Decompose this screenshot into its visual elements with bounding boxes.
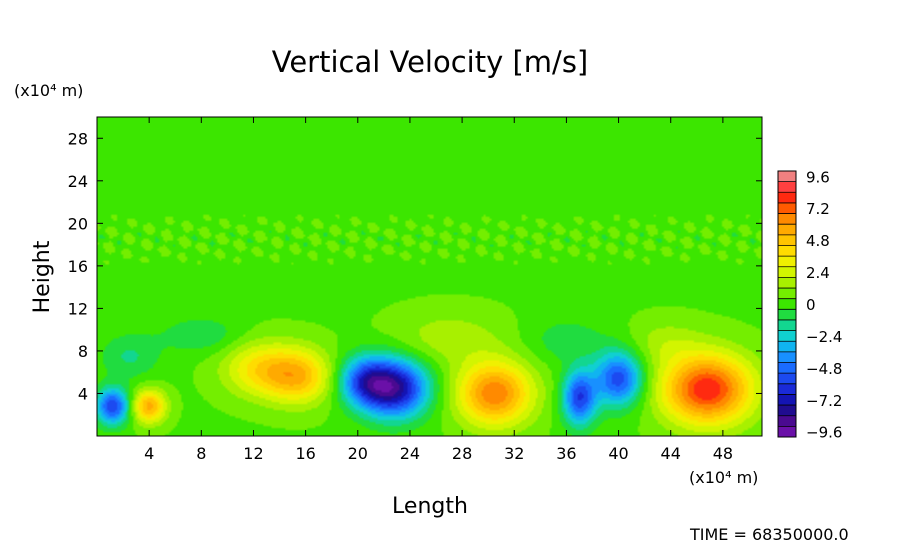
colorbar-swatch xyxy=(778,319,796,331)
x-tick-label: 32 xyxy=(504,444,524,463)
colorbar: 9.6 7.2 4.8 2.4 0 −2.4 −4.8 −7.2 −9.6 xyxy=(777,168,842,442)
colorbar-label: −7.2 xyxy=(806,392,842,410)
colorbar-swatch xyxy=(778,277,796,289)
colorbar-swatch xyxy=(778,309,796,321)
plot-frame xyxy=(96,116,763,437)
colorbar-swatch xyxy=(778,288,796,299)
x-tick-label: 24 xyxy=(400,444,420,463)
plot-area xyxy=(96,116,763,437)
chart-title: Vertical Velocity [m/s] xyxy=(272,45,589,79)
y-tick-label: 4 xyxy=(78,384,88,403)
colorbar-label: 7.2 xyxy=(806,200,830,218)
time-readout: TIME = 68350000.0 xyxy=(689,525,849,544)
y-tick-label: 8 xyxy=(78,342,88,361)
colorbar-label: −4.8 xyxy=(806,360,842,378)
colorbar-swatch xyxy=(778,213,796,225)
colorbar-swatch xyxy=(778,234,796,246)
colorbar-swatch xyxy=(778,171,796,182)
x-tick-label: 40 xyxy=(608,444,628,463)
colorbar-swatch xyxy=(778,362,796,374)
colorbar-swatch xyxy=(778,351,796,363)
x-tick-label: 16 xyxy=(295,444,315,463)
colorbar-swatch xyxy=(778,415,796,427)
colorbar-label: 9.6 xyxy=(806,168,830,186)
colorbar-label: 0 xyxy=(806,296,816,314)
time-label: TIME = xyxy=(689,525,752,544)
colorbar-label: −9.6 xyxy=(806,424,842,442)
colorbar-label: 4.8 xyxy=(806,232,830,250)
x-tick-label: 4 xyxy=(144,444,154,463)
x-tick-label: 12 xyxy=(243,444,263,463)
colorbar-swatch xyxy=(778,330,796,342)
colorbar-swatch xyxy=(778,373,796,385)
colorbar-swatch xyxy=(778,181,796,193)
x-tick-label: 20 xyxy=(348,444,368,463)
colorbar-swatch xyxy=(778,202,796,214)
colorbar-swatch xyxy=(778,192,796,204)
x-axis-unit: (x10⁴ m) xyxy=(689,468,758,487)
x-tick-label: 8 xyxy=(196,444,206,463)
y-tick-label: 20 xyxy=(68,214,88,233)
colorbar-label: 2.4 xyxy=(806,264,830,282)
colorbar-swatch xyxy=(778,245,796,257)
y-tick-label: 16 xyxy=(68,257,88,276)
time-value: 68350000.0 xyxy=(752,525,849,544)
y-tick-label: 28 xyxy=(68,129,88,148)
colorbar-swatch xyxy=(778,383,796,395)
colorbar-swatch xyxy=(778,426,796,438)
y-axis-label: Height xyxy=(30,240,55,313)
colorbar-swatch xyxy=(778,266,796,278)
velocity-field xyxy=(97,117,762,436)
colorbar-label: −2.4 xyxy=(806,328,842,346)
y-axis-unit: (x10⁴ m) xyxy=(14,81,83,100)
colorbar-swatch xyxy=(778,298,796,310)
x-axis-label: Length xyxy=(392,494,468,519)
colorbar-frame xyxy=(777,170,797,438)
x-tick-label: 48 xyxy=(713,444,733,463)
colorbar-swatch xyxy=(778,224,796,236)
y-tick-label: 24 xyxy=(68,172,88,191)
colorbar-swatch xyxy=(778,405,796,417)
x-tick-label: 44 xyxy=(661,444,681,463)
x-tick-label: 28 xyxy=(452,444,472,463)
y-tick-label: 12 xyxy=(68,299,88,318)
colorbar-swatch xyxy=(778,256,796,268)
colorbar-swatch xyxy=(778,394,796,406)
x-tick-label: 36 xyxy=(556,444,576,463)
colorbar-swatch xyxy=(778,341,796,353)
